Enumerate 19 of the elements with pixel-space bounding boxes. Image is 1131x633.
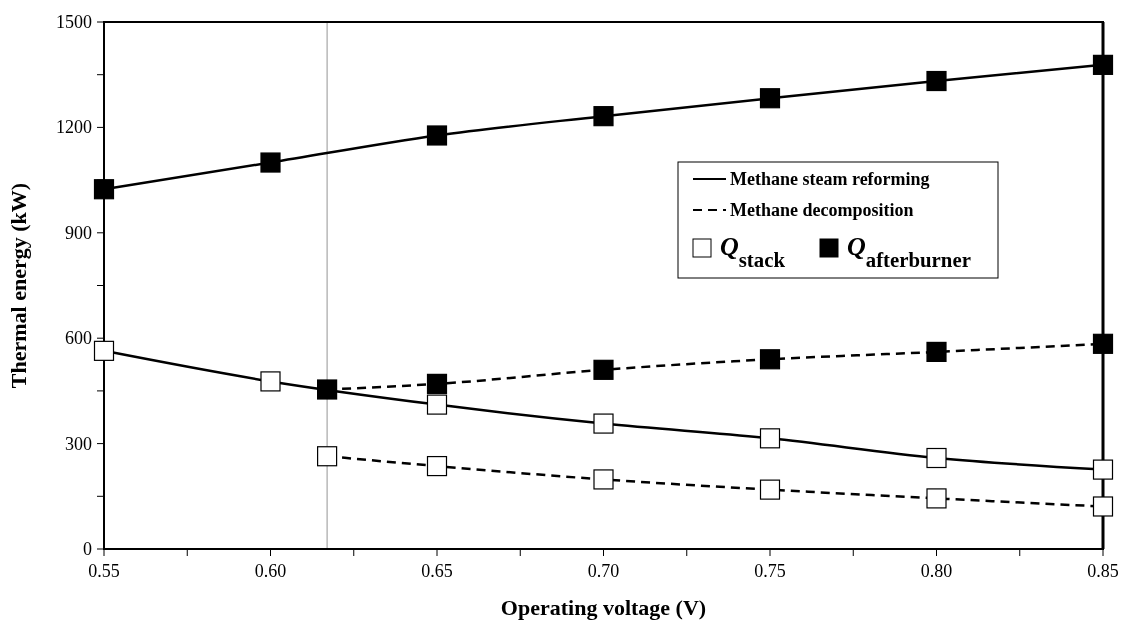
y-tick-label: 600 — [65, 328, 92, 349]
y-tick-label: 0 — [83, 539, 92, 559]
x-tick-label: 0.80 — [920, 561, 953, 581]
legend-label: Q$_{afterburner}$ — [847, 232, 971, 271]
y-tick-label: 1500 — [56, 12, 92, 32]
y-tick-label: 300 — [65, 433, 92, 454]
y-tick-label: 900 — [65, 222, 92, 243]
x-tick-label: 0.65 — [421, 561, 453, 581]
legend-label: Methane decomposition — [730, 200, 914, 220]
x-tick-label: 0.60 — [254, 561, 287, 581]
y-tick-label: 1200 — [56, 117, 92, 138]
legend-label: Q$_{stack}$ — [720, 232, 786, 271]
x-tick-label: 0.55 — [88, 561, 120, 581]
x-tick-label: 0.85 — [1087, 561, 1119, 581]
y-axis-title: Thermal energy (kW) — [6, 182, 31, 389]
x-tick-label: 0.70 — [587, 561, 620, 581]
x-axis-title: Operating voltage (V) — [500, 595, 707, 620]
legend-label: Methane steam reforming — [730, 169, 930, 189]
x-tick-label: 0.75 — [754, 561, 786, 581]
